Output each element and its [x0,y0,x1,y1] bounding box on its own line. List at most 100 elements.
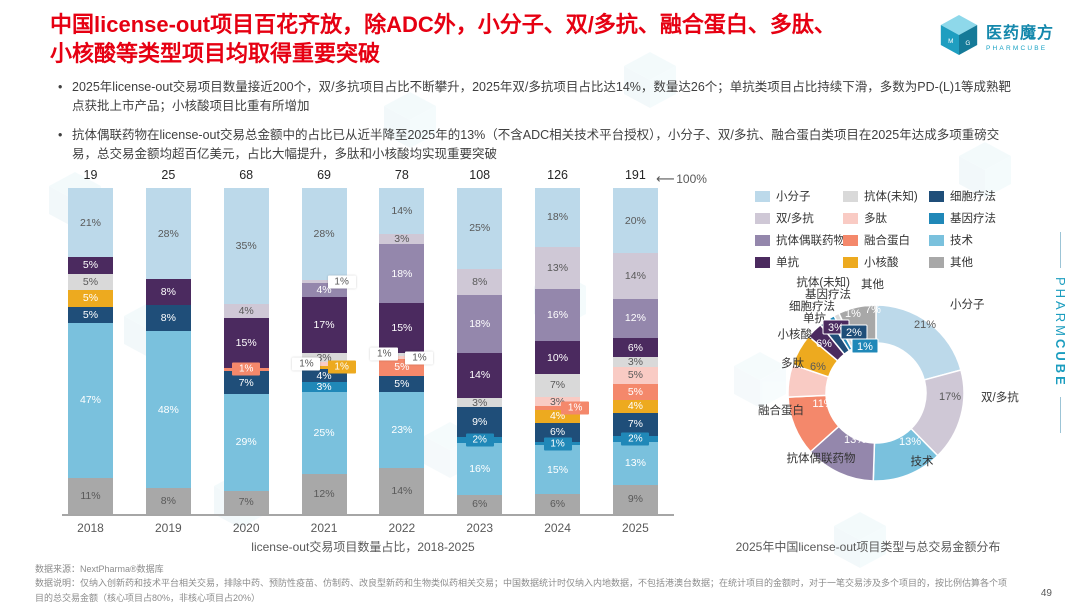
legend-swatch [843,212,858,224]
x-axis-label: 2019 [154,521,182,535]
segment-label: 9% [472,415,488,428]
segment-label: 15% [235,336,257,349]
bar-segment-双/多抗: 8% [457,268,503,295]
segment-label: 6% [549,426,566,439]
donut-pct-抗体(未知): 1% [845,308,861,320]
segment-label: 7% [238,496,254,509]
bar-column-2022: 78 14% 3% 18% 15% 1% 1% 5% 5% 23% 14% 2022 [370,168,434,535]
legend-item: 基因疗法 [929,207,996,229]
legend-swatch [929,212,944,224]
bar-segment-其他: 9% [612,484,658,514]
segment-label: 12% [624,312,646,325]
bar-total: 25 [161,168,176,182]
x-axis-label: 2025 [622,521,649,535]
donut-segment-小分子 [875,304,962,381]
segment-label: 13% [624,457,646,470]
bar-segment-其他: 8% [145,487,191,514]
legend-label: 小核酸 [864,257,899,269]
legend-label: 基因疗法 [950,213,996,225]
bar-segment-小分子: 28% [145,188,191,280]
legend-item: 细胞疗法 [929,185,996,207]
segment-label: 8% [160,494,176,507]
bullet-item-2: 抗体偶联药物在license-out交易总金额中的占比已从近半降至2025年的1… [58,126,1018,165]
segment-label: 18% [469,317,491,330]
donut-label-融合蛋白: 融合蛋白 [758,403,804,417]
bar-stack: 28% 1% 4% 17% 3% 1% 1% 4% 3% 25% 12% [292,188,356,514]
bar-total: 69 [317,168,331,182]
bar-segment-小核酸: 4% [612,399,658,413]
bar-segment-基因疗法: 3% [301,381,347,393]
donut-chart-caption: 2025年中国license-out项目类型与总交易金额分布 [735,540,1001,554]
bar-segment-双/多抗: 3% [379,233,425,245]
donut-pct-单抗: 3% [828,322,844,334]
bar-segment-细胞疗法: 5% [379,375,425,393]
segment-label: 5% [82,275,99,288]
bar-segment-基因疗法: 1% [535,437,581,451]
segment-label: 2% [465,433,494,447]
bar-segment-小分子: 18% [535,188,581,247]
donut-label-基因疗法: 基因疗法 [805,287,851,301]
bar-segment-抗体(未知): 3% [612,356,658,368]
bar-stack: 18% 13% 16% 10% 7% 3% 1% 4% 6% 1% 15% 6% [535,188,590,514]
page-title: 中国license-out项目百花齐放，除ADC外，小分子、双/多抗、融合蛋白、… [50,10,930,68]
bar-segment-双/多抗: 4% [223,304,269,318]
bar-segment-细胞疗法: 7% [223,370,269,395]
bars-row: 19 21% 5% 5% 5% 5% 47% 11% 2018 25 28% 8% 8% 48% 8% 201… [68,168,658,535]
donut-pct-基因疗法: 1% [857,341,873,353]
logo-text-cn: 医药魔方 [985,24,1054,42]
bar-segment-单抗: 8% [145,279,191,306]
segment-label: 20% [624,214,646,227]
segment-label: 16% [547,309,569,322]
left-arrow-icon: ⟵ [656,171,677,186]
bar-segment-单抗: 15% [223,317,269,368]
segment-label: 8% [160,312,176,325]
legend-item: 技术 [929,229,996,251]
page-title-line2: 小核酸等类型项目均取得重要突破 [50,41,381,67]
segment-label: 2% [621,432,650,446]
footer: 数据来源：NextPharma®数据库 数据说明：仅纳入创新药和技术平台相关交易… [35,562,1010,605]
donut-pct-chip-基因疗法 [851,338,879,354]
segment-label: 5% [627,385,643,398]
svg-text:G: G [965,40,970,47]
bar-segment-技术: 48% [145,331,191,488]
segment-label: 4% [238,305,254,318]
bullet-list: 2025年license-out交易项目数量接近200个，双/多抗项目占比不断攀… [58,78,1018,174]
bar-segment-其他: 7% [223,490,269,514]
segment-label: 23% [391,423,413,436]
segment-label: 9% [627,493,643,506]
donut-pct-小核酸: 6% [816,338,832,350]
bar-stack: 28% 8% 8% 48% 8% [145,188,191,514]
legend-swatch [843,234,858,246]
bar-column-2023: 108 25% 8% 18% 14% 3% 9% 2% 16% 6% 2023 [457,168,503,535]
segment-label: 1% [327,360,356,374]
bar-column-2021: 69 28% 1% 4% 17% 3% 1% 1% 4% 3% 25% 12% 2021 [292,168,356,535]
segment-label: 1% [292,357,321,371]
bar-column-2024: 126 18% 13% 16% 10% 7% 3% 1% 4% 6% 1% 15% 6% 2024 [535,168,590,535]
donut-pct-融合蛋白: 11% [812,398,833,410]
legend-swatch [929,190,944,202]
bar-segment-其他: 11% [68,477,113,514]
segment-label: 6% [549,498,566,511]
bar-segment-小核酸: 1% [301,360,356,374]
bar-column-2019: 25 28% 8% 8% 48% 8% 2019 [145,168,191,535]
legend-label: 抗体(未知) [864,191,918,203]
segment-label: 5% [82,259,99,272]
bar-segment-技术: 16% [457,442,503,495]
segment-label: 14% [624,270,646,282]
segment-label: 28% [313,228,335,241]
donut-pct-多肽: 6% [810,361,826,373]
bar-segment-抗体(未知): 1% [370,347,425,361]
legend-label: 技术 [950,235,973,247]
segment-label: 15% [391,321,413,334]
chart-legend: 小分子 双/多抗 抗体偶联药物 单抗 抗体(未知) 多肽 融合蛋白 小核酸 细胞疗法 基因疗法 技术… [755,185,996,273]
bar-segment-其他: 6% [535,494,581,514]
segment-label: 15% [547,463,569,476]
legend-item: 其他 [929,251,996,273]
segment-label: 13% [547,261,569,274]
segment-label: 25% [313,427,335,440]
bar-segment-技术: 13% [612,442,658,485]
bar-segment-小分子: 20% [612,188,658,254]
bar-segment-技术: 25% [301,392,347,475]
segment-label: 5% [627,369,643,382]
